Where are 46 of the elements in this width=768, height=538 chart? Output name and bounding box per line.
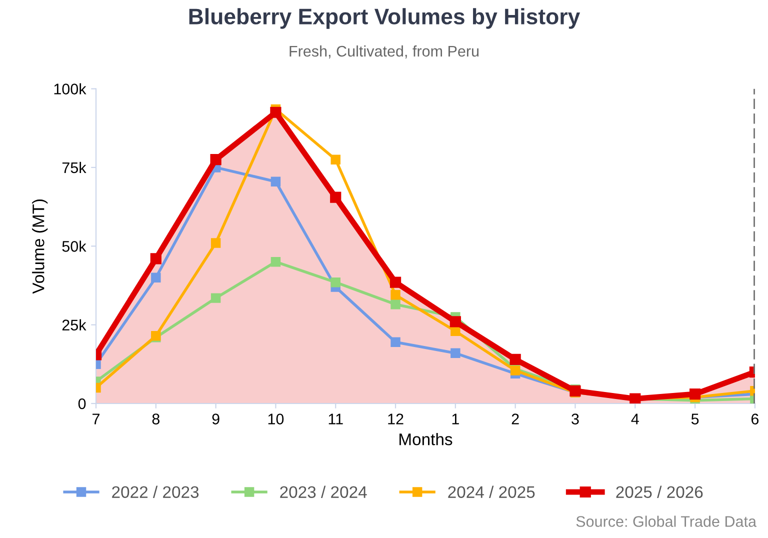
point bbox=[270, 257, 281, 267]
x-axis-title: Months bbox=[400, 433, 452, 446]
y-tick-label: 0 bbox=[78, 398, 86, 410]
point bbox=[270, 106, 282, 118]
x-tick-label: 9 bbox=[212, 414, 220, 424]
point bbox=[390, 276, 402, 288]
legend-label: 2022 / 2023 bbox=[112, 486, 199, 498]
x-tick-label: 2 bbox=[512, 414, 519, 424]
point bbox=[330, 277, 340, 288]
x-tick-label: 5 bbox=[691, 414, 699, 424]
chart-subtitle: Fresh, Cultivated, from Peru bbox=[290, 45, 479, 58]
x-tick-label: 6 bbox=[751, 414, 759, 424]
point bbox=[210, 293, 221, 303]
y-tick-label: 25k bbox=[62, 319, 86, 331]
y-axis-title: Volume (MT) bbox=[32, 199, 48, 294]
point bbox=[210, 154, 222, 166]
point bbox=[330, 154, 340, 164]
y-tick-label: 100k bbox=[54, 83, 86, 94]
chart-title: Blueberry Export Volumes by History bbox=[189, 8, 580, 29]
y-tick-label: 50k bbox=[62, 240, 86, 252]
x-tick-label: 3 bbox=[572, 414, 579, 424]
point bbox=[450, 326, 460, 336]
legend-label: 2024 / 2025 bbox=[448, 486, 535, 498]
source-note: Source: Global Trade Data bbox=[576, 516, 756, 527]
point bbox=[450, 348, 460, 358]
point bbox=[390, 290, 400, 300]
point bbox=[689, 388, 701, 400]
point bbox=[151, 272, 161, 282]
x-tick-label: 10 bbox=[268, 414, 284, 424]
legend-label: 2023 / 2024 bbox=[280, 486, 367, 498]
point bbox=[510, 354, 521, 365]
x-tick-label: 7 bbox=[92, 414, 100, 424]
point bbox=[390, 300, 400, 310]
point bbox=[330, 192, 342, 203]
point bbox=[450, 316, 461, 328]
x-tick-label: 8 bbox=[152, 414, 160, 424]
x-tick-label: 4 bbox=[631, 414, 639, 424]
point bbox=[390, 337, 400, 347]
x-tick-label: 12 bbox=[388, 414, 404, 424]
legend-label: 2025 / 2026 bbox=[616, 486, 703, 498]
point bbox=[210, 238, 221, 248]
y-tick-label: 75k bbox=[62, 162, 86, 174]
point bbox=[150, 253, 162, 264]
point bbox=[270, 176, 281, 186]
x-tick-label: 1 bbox=[452, 414, 459, 424]
x-tick-label: 11 bbox=[328, 414, 343, 424]
